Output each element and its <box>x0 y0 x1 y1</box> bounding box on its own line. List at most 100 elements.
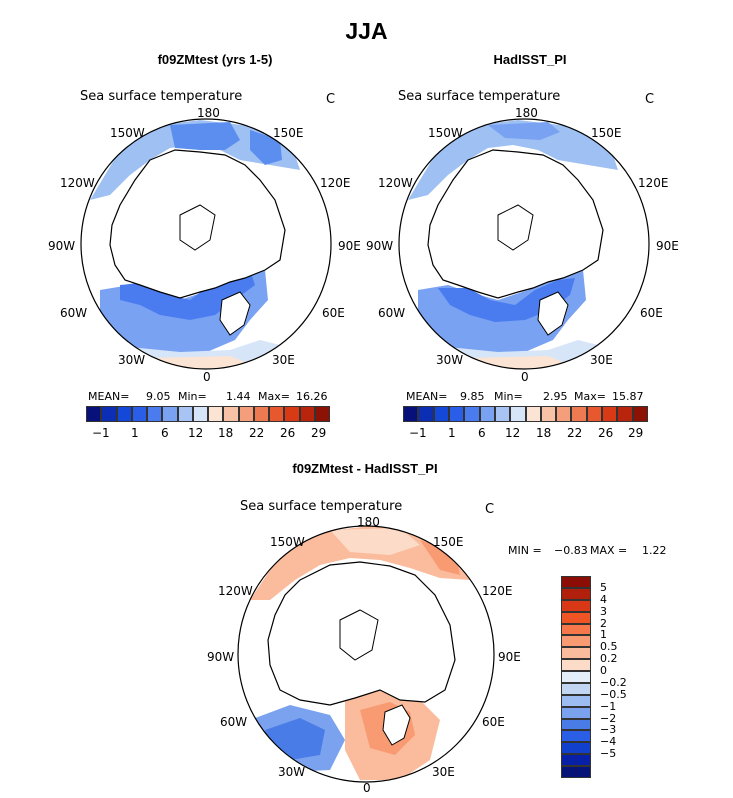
colorbar-swatch <box>510 406 526 422</box>
diff-colorbar-tick: 0.2 <box>600 652 618 666</box>
diff-colorbar-tick: −0.5 <box>600 687 627 701</box>
colorbar-swatch <box>561 694 591 707</box>
colorbar-swatch <box>403 406 419 422</box>
diff-colorbar-tick: 1 <box>600 628 607 642</box>
diff-lon-90w: 90W <box>207 650 235 664</box>
colorbar-swatch <box>561 730 591 743</box>
panel-1-lon-150e: 150E <box>273 126 304 140</box>
diff-lon-30e: 30E <box>432 765 455 779</box>
panel-2-mean: 9.85 <box>460 390 485 403</box>
colorbar-swatch <box>131 406 147 422</box>
colorbar-swatch <box>86 406 102 422</box>
colorbar-swatch <box>586 406 603 422</box>
panel-2-min-label: Min= <box>494 390 523 403</box>
panel-2-cb-tick: 6 <box>478 426 486 440</box>
panel-2-lon-90e: 90E <box>656 239 679 253</box>
colorbar-swatch <box>561 742 591 755</box>
colorbar-swatch <box>494 406 511 422</box>
diff-colorbar-tick: −2 <box>600 711 617 725</box>
diff-panel-sst-field <box>238 526 494 782</box>
panel-2-lon-150e: 150E <box>591 126 622 140</box>
panel-2-field-label: Sea surface temperature <box>398 89 561 104</box>
colorbar-swatch <box>223 406 239 422</box>
colorbar-swatch <box>253 406 269 422</box>
panel-1-cb-tick: 18 <box>218 426 234 440</box>
colorbar-swatch <box>561 635 591 648</box>
diff-min-label: MIN = <box>508 544 542 557</box>
diff-lon-120w: 120W <box>218 584 253 598</box>
panel-2-lon-60w: 60W <box>378 306 406 320</box>
diff-lon-180: 180 <box>357 515 380 529</box>
panel-2-cb-tick: 18 <box>536 426 552 440</box>
panel-1-lon-30w: 30W <box>118 353 146 367</box>
panel-1-colorbar <box>86 406 330 422</box>
colorbar-swatch <box>192 406 208 422</box>
diff-lon-60w: 60W <box>220 715 248 729</box>
panel-2-cb-tick: 22 <box>567 426 583 440</box>
colorbar-swatch <box>561 682 591 695</box>
panel-1-lon-30e: 30E <box>272 353 295 367</box>
panel-2-lon-90w: 90W <box>366 239 394 253</box>
colorbar-swatch <box>464 406 480 422</box>
colorbar-swatch <box>617 406 633 422</box>
diff-lon-60e: 60E <box>482 715 505 729</box>
diff-colorbar-tick: 0 <box>600 664 607 678</box>
diff-max-label: MAX = <box>590 544 628 557</box>
diff-colorbar-tick: 2 <box>600 616 607 630</box>
panel-2-cb-tick: −1 <box>409 426 427 440</box>
colorbar-swatch <box>525 406 541 422</box>
panel-2-title: HadISST_PI <box>493 52 567 67</box>
colorbar-swatch <box>433 406 449 422</box>
panel-2-lon-120w: 120W <box>378 176 413 190</box>
colorbar-swatch <box>208 406 224 422</box>
diff-lon-90e: 90E <box>498 650 521 664</box>
diff-colorbar-tick: −3 <box>600 723 617 737</box>
panel-1-cb-tick: 1 <box>131 426 139 440</box>
diff-panel-field-label: Sea surface temperature <box>240 499 403 514</box>
panel-2-cb-tick: 12 <box>505 426 521 440</box>
panel-1-lon-180: 180 <box>197 106 220 120</box>
panel-2-lon-60e: 60E <box>640 306 663 320</box>
colorbar-swatch <box>561 623 591 636</box>
colorbar-swatch <box>116 406 132 422</box>
diff-min: −0.83 <box>554 544 588 557</box>
panel-2-cb-tick: 29 <box>628 426 644 440</box>
panel-1-lon-90w: 90W <box>48 239 76 253</box>
panel-1-mean-label: MEAN= <box>88 390 130 403</box>
panel-2-lon-30w: 30W <box>436 353 464 367</box>
colorbar-swatch <box>561 576 591 588</box>
panel-1-lon-0: 0 <box>203 370 211 384</box>
diff-panel-title: f09ZMtest - HadISST_PI <box>292 461 438 476</box>
panel-2-lon-180: 180 <box>515 106 538 120</box>
diff-lon-0: 0 <box>363 781 371 795</box>
panel-1-title: f09ZMtest (yrs 1-5) <box>157 52 273 67</box>
colorbar-swatch <box>418 406 434 422</box>
panel-1-lon-120w: 120W <box>60 176 95 190</box>
panel-2-units: C <box>645 92 655 107</box>
diff-colorbar-tick: 5 <box>600 580 607 594</box>
colorbar-swatch <box>561 611 591 624</box>
colorbar-swatch <box>147 406 163 422</box>
panel-2-max-label: Max= <box>574 390 606 403</box>
colorbar-swatch <box>556 406 572 422</box>
colorbar-swatch <box>561 659 591 671</box>
colorbar-swatch <box>299 406 315 422</box>
panel-2-lon-120e: 120E <box>638 176 669 190</box>
colorbar-swatch <box>561 647 591 660</box>
diff-lon-120e: 120E <box>482 584 513 598</box>
diff-colorbar-tick: 0.5 <box>600 640 618 654</box>
panel-2-lon-150w: 150W <box>428 126 463 140</box>
colorbar-swatch <box>269 406 285 422</box>
colorbar-swatch <box>602 406 618 422</box>
panel-1-lon-60e: 60E <box>322 306 345 320</box>
panel-2-lon-30e: 30E <box>590 353 613 367</box>
diff-lon-150e: 150E <box>433 535 464 549</box>
colorbar-swatch <box>479 406 495 422</box>
diff-lon-30w: 30W <box>278 765 306 779</box>
colorbar-swatch <box>561 754 591 766</box>
panel-2-max: 15.87 <box>612 390 644 403</box>
panel-1-min-label: Min= <box>178 390 207 403</box>
